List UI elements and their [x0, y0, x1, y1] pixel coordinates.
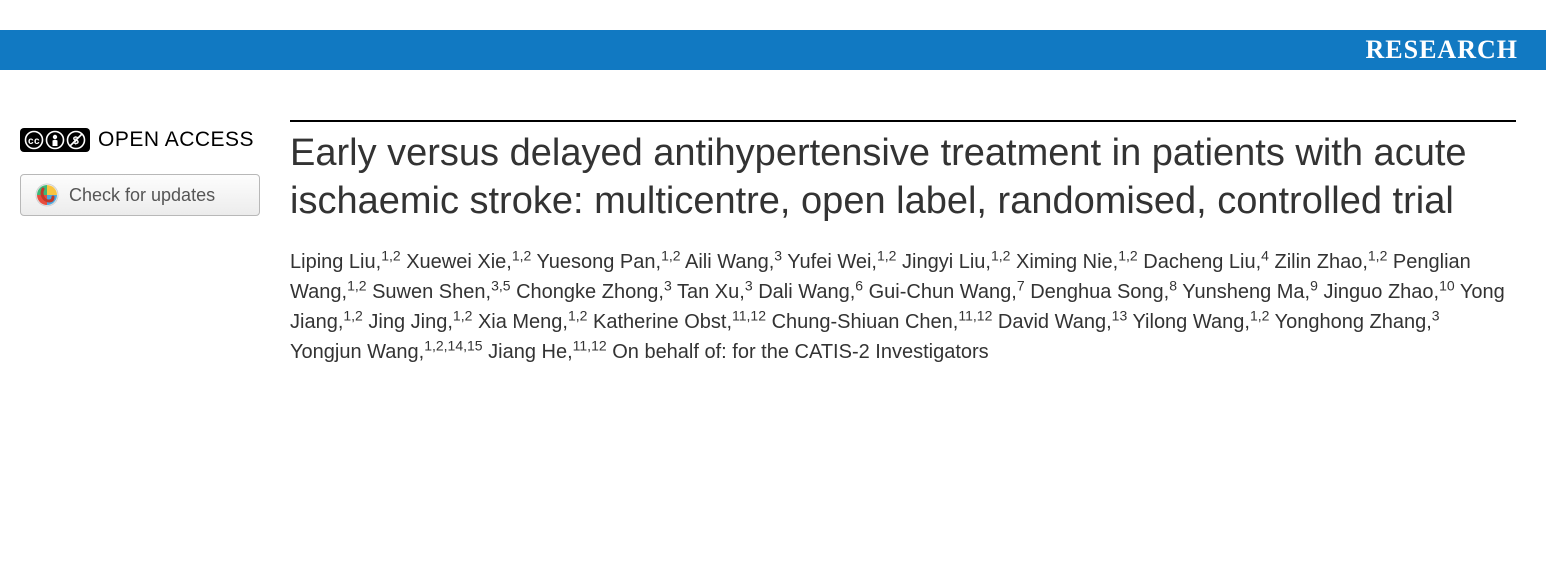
banner-label: RESEARCH: [1366, 35, 1518, 65]
author-name: Yongjun Wang,: [290, 341, 424, 363]
content-row: cc $ OPEN ACCESS: [0, 120, 1546, 367]
author-affil: 7: [1017, 277, 1025, 293]
author-affil: 4: [1261, 247, 1269, 263]
author-affil: 1,2: [877, 247, 896, 263]
author-name: Ximing Nie,: [1016, 251, 1118, 273]
author-name: Aili Wang,: [685, 251, 774, 273]
author-name: Dali Wang,: [758, 281, 855, 303]
author-affil: 1,2: [343, 307, 362, 323]
author-affil: 10: [1439, 277, 1455, 293]
svg-text:cc: cc: [28, 136, 40, 147]
author-affil: 6: [855, 277, 863, 293]
section-banner: RESEARCH: [0, 30, 1546, 70]
author-list: Liping Liu,1,2 Xuewei Xie,1,2 Yuesong Pa…: [290, 247, 1516, 367]
author-name: Jinguo Zhao,: [1323, 281, 1439, 303]
author-affil: 3: [745, 277, 753, 293]
author-name: Yuesong Pan,: [537, 251, 662, 273]
author-name: Jing Jing,: [368, 311, 453, 333]
author-affil: 1,2,14,15: [424, 337, 482, 353]
author-name: Yufei Wei,: [787, 251, 877, 273]
author-affil: 1,2: [512, 247, 531, 263]
author-affil: 1,2: [347, 277, 366, 293]
author-affil: 11,12: [573, 337, 607, 353]
author-affil: 1,2: [1368, 247, 1387, 263]
author-affil: 1,2: [991, 247, 1010, 263]
author-name: Xia Meng,: [478, 311, 568, 333]
author-affil: 1,2: [661, 247, 680, 263]
author-affil: 1,2: [1118, 247, 1137, 263]
author-name: Katherine Obst,: [593, 311, 732, 333]
author-name: Dacheng Liu,: [1143, 251, 1261, 273]
author-name: Liping Liu,: [290, 251, 381, 273]
check-updates-label: Check for updates: [69, 185, 215, 206]
article-header: Early versus delayed antihypertensive tr…: [290, 120, 1546, 367]
author-name: Yonghong Zhang,: [1275, 311, 1432, 333]
author-name: Yunsheng Ma,: [1182, 281, 1310, 303]
author-name: Jingyi Liu,: [902, 251, 991, 273]
author-affil: 1,2: [381, 247, 400, 263]
author-affil: 9: [1310, 277, 1318, 293]
author-affil: 8: [1169, 277, 1177, 293]
author-name: Yilong Wang,: [1132, 311, 1249, 333]
author-name: Chongke Zhong,: [516, 281, 664, 303]
author-affil: 1,2: [568, 307, 587, 323]
author-name: Gui-Chun Wang,: [869, 281, 1017, 303]
author-affil: 3: [664, 277, 672, 293]
author-affil: 1,2: [453, 307, 472, 323]
cc-by-nc-icon: cc $: [20, 128, 90, 152]
author-name: Suwen Shen,: [372, 281, 491, 303]
author-affil: 11,12: [958, 307, 992, 323]
sidebar: cc $ OPEN ACCESS: [20, 120, 290, 367]
open-access-badge: cc $ OPEN ACCESS: [20, 128, 290, 152]
author-name: Denghua Song,: [1030, 281, 1169, 303]
author-affil: 3: [774, 247, 782, 263]
author-affil: 1,2: [1250, 307, 1269, 323]
author-affil: 3: [1432, 307, 1440, 323]
on-behalf-text: On behalf of: for the CATIS-2 Investigat…: [612, 341, 988, 363]
crossmark-icon: [35, 183, 59, 207]
check-updates-button[interactable]: Check for updates: [20, 174, 260, 216]
author-name: David Wang,: [998, 311, 1112, 333]
author-name: Zilin Zhao,: [1275, 251, 1368, 273]
author-affil: 11,12: [732, 307, 766, 323]
title-rule: [290, 120, 1516, 122]
author-name: Jiang He,: [488, 341, 573, 363]
author-name: Tan Xu,: [677, 281, 745, 303]
author-affil: 3,5: [491, 277, 510, 293]
author-name: Xuewei Xie,: [406, 251, 512, 273]
article-title: Early versus delayed antihypertensive tr…: [290, 130, 1516, 225]
open-access-label: OPEN ACCESS: [98, 128, 254, 152]
author-affil: 13: [1112, 307, 1128, 323]
author-name: Chung-Shiuan Chen,: [772, 311, 959, 333]
